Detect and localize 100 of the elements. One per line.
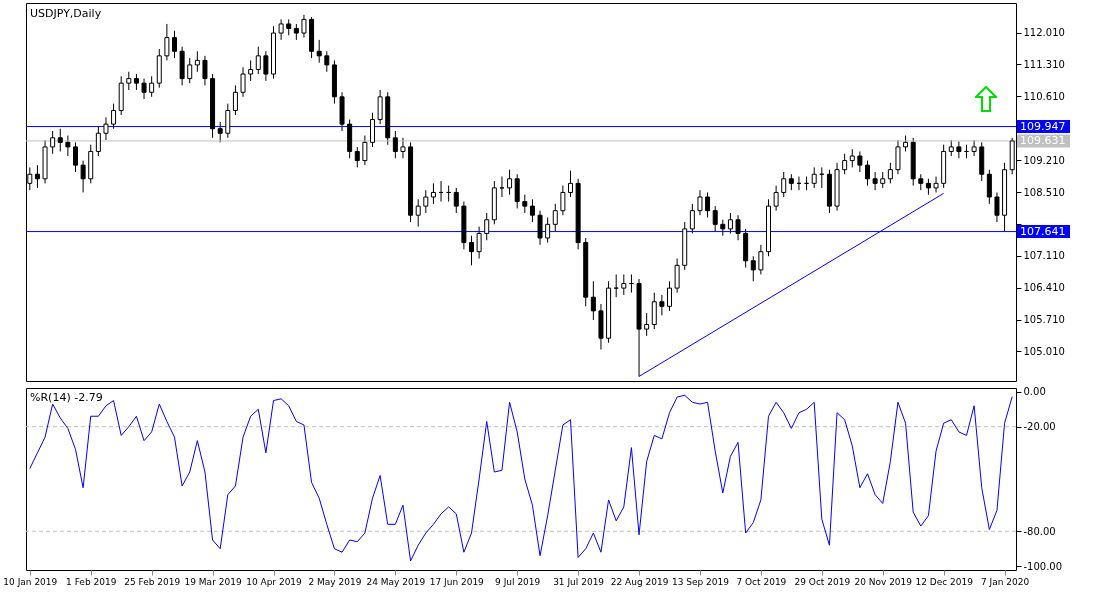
x-tick-label: 31 Jul 2019 [553, 576, 605, 587]
candlestick [476, 226, 482, 259]
candlestick [499, 176, 505, 198]
candlestick [149, 75, 155, 98]
candlestick [750, 255, 756, 282]
y-tick-label: 109.210 [1023, 154, 1065, 166]
candlestick [377, 89, 383, 125]
y-tick-label: -100.00 [1023, 560, 1063, 572]
candlestick [537, 210, 543, 246]
candlestick [522, 194, 528, 214]
x-tick-label: 2 May 2019 [308, 576, 362, 587]
x-tick-label: 7 Oct 2019 [736, 576, 787, 587]
candlestick [415, 198, 421, 228]
x-tick-label: 10 Apr 2019 [246, 576, 303, 587]
candlestick [773, 185, 779, 212]
x-tick-label: 10 Jan 2019 [3, 576, 58, 587]
candlestick [111, 103, 117, 130]
candlestick [895, 139, 901, 175]
candlestick [202, 55, 208, 86]
y-tick-label: 112.010 [1023, 27, 1065, 39]
candlestick [568, 170, 573, 198]
candlestick [484, 212, 490, 241]
candlestick [994, 191, 1000, 223]
candlestick [529, 198, 535, 223]
candlestick [392, 130, 398, 159]
x-tick-label: 13 Sep 2019 [671, 576, 730, 587]
y-tick-label: 107.110 [1023, 250, 1065, 262]
candlestick [172, 30, 177, 59]
candlestick [430, 182, 436, 205]
candlestick [986, 169, 992, 205]
candlestick [164, 23, 170, 61]
candlestick [263, 50, 269, 82]
ref-line-label: 109.631 [1020, 133, 1066, 147]
x-tick-label: 22 Aug 2019 [610, 576, 669, 587]
x-tick-label: 17 Jun 2019 [429, 576, 485, 587]
candlestick [689, 203, 695, 234]
candlestick [667, 280, 672, 312]
x-tick-label: 9 Jul 2019 [495, 576, 541, 587]
candlestick [423, 189, 429, 214]
candlestick [971, 139, 977, 157]
candlestick [278, 18, 284, 41]
candlestick [560, 185, 566, 216]
candlestick [362, 135, 368, 166]
candlestick [849, 148, 855, 168]
candlestick [644, 312, 650, 337]
candlestick [95, 125, 101, 157]
candlestick [956, 140, 962, 159]
candlestick [727, 212, 733, 234]
candlestick [73, 141, 78, 173]
ref-line-label: 109.947 [1020, 119, 1066, 133]
ref-line-label: 107.641 [1020, 224, 1066, 238]
x-tick-label: 29 Oct 2019 [794, 576, 851, 587]
candlestick [621, 273, 627, 296]
candlestick [857, 150, 863, 173]
y-tick-label: -20.00 [1023, 421, 1056, 433]
candlestick [126, 71, 132, 91]
candlestick [316, 39, 322, 64]
candlestick [370, 112, 375, 148]
x-tick-label: 7 Jan 2020 [980, 576, 1030, 587]
candlestick [758, 244, 764, 275]
candlestick [354, 146, 360, 168]
candlestick [324, 50, 330, 73]
y-tick-label: 110.610 [1023, 90, 1065, 102]
chart-title: %R(14) -2.79 [30, 390, 103, 404]
candlestick [781, 171, 787, 198]
x-tick-label: 12 Dec 2019 [915, 576, 974, 587]
candlestick [453, 187, 459, 214]
candlestick [552, 203, 558, 232]
candlestick [590, 280, 596, 321]
y-tick-label: 105.010 [1023, 345, 1065, 357]
candlestick [255, 46, 261, 75]
x-tick-label: 1 Feb 2019 [66, 576, 117, 587]
candlestick [659, 294, 665, 316]
candlestick [507, 169, 513, 196]
candlestick [50, 130, 56, 155]
x-tick-label: 24 May 2019 [366, 576, 426, 587]
candlestick [400, 137, 406, 159]
candlestick [705, 191, 711, 218]
candlestick [514, 173, 520, 209]
candlestick [735, 214, 741, 241]
candlestick [674, 257, 680, 294]
candlestick [933, 176, 939, 193]
line-series [29, 394, 1013, 562]
x-tick-label: 20 Nov 2019 [854, 576, 913, 587]
candlestick [80, 160, 86, 193]
candlestick [842, 153, 848, 175]
chart-title: USDJPY,Daily [30, 7, 102, 20]
x-tick-label: 19 Mar 2019 [184, 576, 242, 587]
y-tick-label: 0.00 [1023, 386, 1046, 398]
candlestick [887, 162, 893, 184]
candlestick [103, 116, 109, 141]
candlestick [187, 57, 193, 84]
candlestick [65, 135, 71, 157]
x-tick-label: 25 Feb 2019 [124, 576, 181, 587]
candlestick [57, 128, 63, 152]
candlestick [545, 217, 551, 244]
candlestick [232, 84, 238, 116]
y-tick-label: 111.310 [1023, 58, 1065, 70]
candlestick [248, 59, 254, 82]
candlestick [651, 292, 657, 330]
